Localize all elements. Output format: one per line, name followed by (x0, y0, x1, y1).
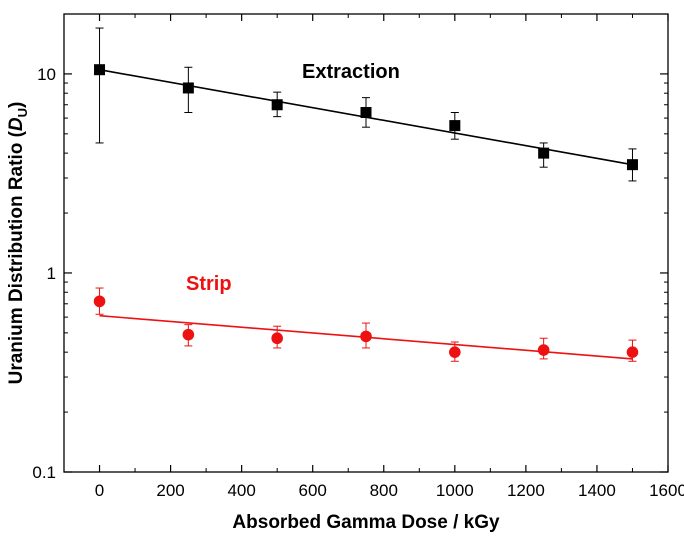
data-point-strip (537, 344, 550, 356)
data-point-strip (360, 330, 372, 343)
x-tick-label: 1400 (578, 481, 616, 500)
data-point-extraction (626, 159, 638, 171)
y-tick-label: 0.1 (32, 463, 56, 482)
data-point-extraction (449, 120, 461, 132)
data-point-strip (626, 346, 639, 358)
data-point-extraction (360, 106, 372, 118)
data-point-strip (449, 346, 461, 358)
data-points (93, 64, 639, 358)
data-point-extraction (538, 147, 550, 159)
y-axis-title-close: ) (6, 102, 27, 108)
series-label-extraction: Extraction (302, 61, 400, 83)
data-point-strip (271, 332, 283, 345)
data-point-extraction (94, 64, 106, 76)
x-tick-label: 200 (156, 481, 184, 500)
x-tick-label: 800 (370, 481, 398, 500)
x-axis-ticks: 0 200 400 600 800 1000 1200 1400 1600 (63, 14, 684, 500)
y-tick-label: 10 (37, 65, 56, 84)
x-tick-label: 1000 (436, 481, 474, 500)
x-tick-label: 1600 (649, 481, 684, 500)
y-tick-label: 1 (47, 264, 56, 283)
y-axis-ticks: 0.1 1 10 (32, 13, 668, 482)
y-axis-title-subscript: U (15, 108, 30, 117)
series-label-strip: Strip (186, 273, 232, 295)
y-axis-title: Uranium Distribution Ratio (DU) (6, 102, 30, 385)
x-axis-title: Absorbed Gamma Dose / kGy (232, 512, 500, 533)
y-axis-title-main: Uranium Distribution Ratio ( (6, 130, 27, 384)
y-axis-title-symbol: D (6, 117, 27, 131)
x-tick-label: 600 (299, 481, 327, 500)
x-tick-label: 0 (95, 481, 104, 500)
data-point-strip (182, 328, 195, 341)
data-point-extraction (182, 82, 194, 94)
data-point-strip (93, 295, 106, 308)
x-tick-label: 1200 (507, 481, 545, 500)
plot-frame (63, 13, 669, 473)
data-point-extraction (271, 99, 283, 111)
x-tick-label: 400 (227, 481, 255, 500)
